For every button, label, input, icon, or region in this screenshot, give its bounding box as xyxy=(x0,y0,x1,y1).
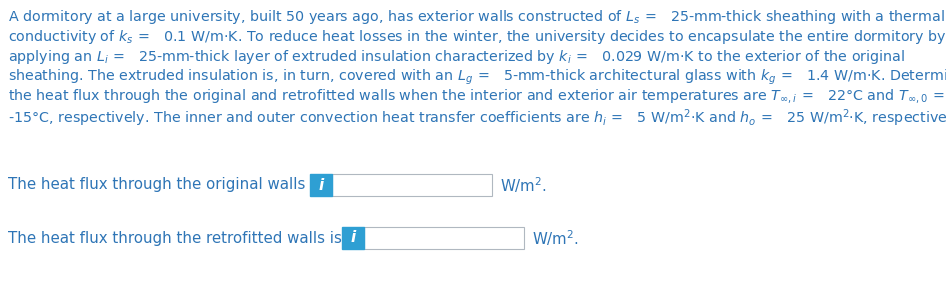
Text: The heat flux through the original walls is: The heat flux through the original walls… xyxy=(8,177,323,192)
Text: conductivity of $k_s\,=\,$  0.1 W/m·K. To reduce heat losses in the winter, the : conductivity of $k_s\,=\,$ 0.1 W/m·K. To… xyxy=(8,28,946,46)
FancyBboxPatch shape xyxy=(342,227,364,249)
Text: W/m$^2$.: W/m$^2$. xyxy=(532,228,579,248)
Text: i: i xyxy=(319,177,324,192)
Text: applying an $L_i\,=\,$  25-mm-thick layer of extruded insulation characterized b: applying an $L_i\,=\,$ 25-mm-thick layer… xyxy=(8,48,905,65)
FancyBboxPatch shape xyxy=(364,227,524,249)
FancyBboxPatch shape xyxy=(310,174,332,196)
Text: The heat flux through the retrofitted walls is: The heat flux through the retrofitted wa… xyxy=(8,230,342,245)
Text: sheathing. The extruded insulation is, in turn, covered with an $L_g\,=\,$  5-mm: sheathing. The extruded insulation is, i… xyxy=(8,67,946,87)
Text: W/m$^2$.: W/m$^2$. xyxy=(500,175,547,195)
FancyBboxPatch shape xyxy=(332,174,492,196)
Text: -15°C, respectively. The inner and outer convection heat transfer coefficients a: -15°C, respectively. The inner and outer… xyxy=(8,107,946,129)
Text: i: i xyxy=(350,230,356,245)
Text: A dormitory at a large university, built 50 years ago, has exterior walls constr: A dormitory at a large university, built… xyxy=(8,8,945,26)
Text: the heat flux through the original and retrofitted walls when the interior and e: the heat flux through the original and r… xyxy=(8,87,945,105)
